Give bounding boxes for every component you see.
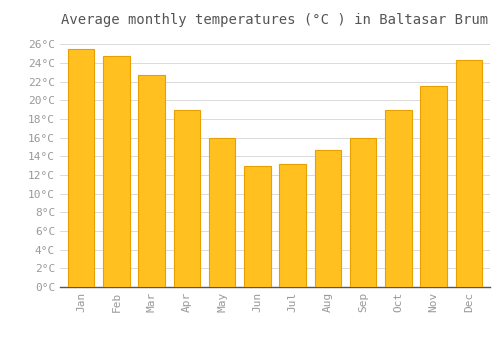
Bar xyxy=(244,166,270,287)
Bar xyxy=(68,49,94,287)
Bar xyxy=(314,150,341,287)
Title: Average monthly temperatures (°C ) in Baltasar Brum: Average monthly temperatures (°C ) in Ba… xyxy=(62,13,488,27)
Bar xyxy=(350,138,376,287)
Bar xyxy=(103,56,130,287)
Bar xyxy=(420,86,447,287)
Bar xyxy=(385,110,411,287)
Bar xyxy=(209,138,236,287)
Bar xyxy=(138,75,165,287)
Bar xyxy=(280,164,306,287)
Bar xyxy=(174,110,200,287)
Bar xyxy=(456,60,482,287)
